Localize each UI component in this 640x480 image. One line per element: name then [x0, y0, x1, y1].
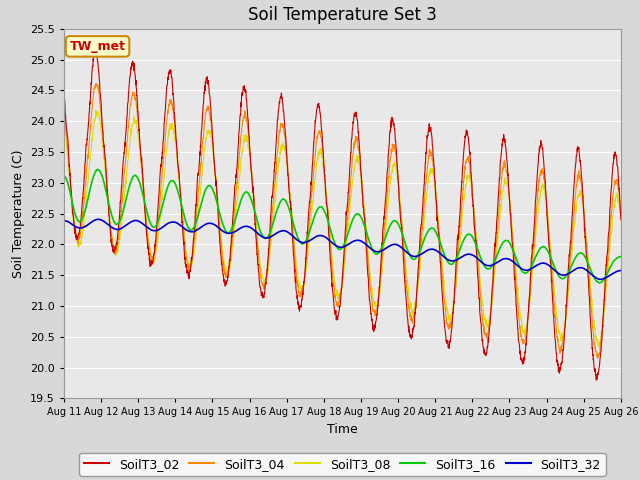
SoilT3_08 — [60, 118, 68, 123]
SoilT3_02 — [617, 217, 625, 223]
SoilT3_32 — [568, 269, 575, 275]
SoilT3_02 — [371, 326, 379, 332]
SoilT3_16 — [94, 167, 102, 172]
SoilT3_04 — [584, 255, 591, 261]
SoilT3_32 — [359, 239, 367, 245]
SoilT3_16 — [504, 239, 512, 244]
SoilT3_32 — [95, 216, 102, 222]
SoilT3_32 — [617, 268, 625, 274]
SoilT3_08 — [568, 252, 575, 257]
SoilT3_08 — [584, 245, 591, 251]
Line: SoilT3_32: SoilT3_32 — [64, 219, 621, 279]
SoilT3_02 — [60, 87, 68, 93]
SoilT3_08 — [371, 303, 379, 309]
SoilT3_02 — [593, 377, 601, 383]
X-axis label: Time: Time — [327, 423, 358, 436]
SoilT3_32 — [504, 256, 512, 262]
SoilT3_04 — [60, 103, 68, 109]
SoilT3_16 — [359, 218, 367, 224]
SoilT3_08 — [216, 216, 223, 222]
SoilT3_04 — [594, 356, 602, 361]
SoilT3_02 — [359, 193, 367, 199]
SoilT3_08 — [359, 190, 367, 195]
SoilT3_04 — [359, 189, 367, 195]
SoilT3_08 — [504, 189, 512, 195]
Line: SoilT3_02: SoilT3_02 — [64, 49, 621, 380]
SoilT3_16 — [584, 259, 591, 264]
SoilT3_04 — [568, 238, 575, 243]
SoilT3_16 — [216, 210, 223, 216]
Title: Soil Temperature Set 3: Soil Temperature Set 3 — [248, 6, 437, 24]
Text: TW_met: TW_met — [70, 40, 125, 53]
SoilT3_08 — [92, 107, 100, 113]
Y-axis label: Soil Temperature (C): Soil Temperature (C) — [12, 149, 24, 278]
SoilT3_04 — [371, 312, 379, 317]
SoilT3_32 — [216, 226, 223, 231]
SoilT3_16 — [371, 251, 379, 256]
Line: SoilT3_04: SoilT3_04 — [64, 84, 621, 359]
SoilT3_16 — [568, 262, 575, 268]
SoilT3_04 — [617, 211, 625, 217]
SoilT3_32 — [371, 248, 379, 254]
SoilT3_16 — [596, 280, 604, 286]
Line: SoilT3_16: SoilT3_16 — [64, 169, 621, 283]
Legend: SoilT3_02, SoilT3_04, SoilT3_08, SoilT3_16, SoilT3_32: SoilT3_02, SoilT3_04, SoilT3_08, SoilT3_… — [79, 453, 606, 476]
SoilT3_32 — [584, 268, 591, 274]
SoilT3_32 — [60, 218, 68, 224]
SoilT3_04 — [216, 220, 223, 226]
SoilT3_02 — [216, 232, 223, 238]
SoilT3_02 — [92, 46, 100, 52]
SoilT3_16 — [60, 174, 68, 180]
SoilT3_02 — [584, 260, 591, 266]
SoilT3_32 — [597, 276, 605, 282]
SoilT3_08 — [617, 210, 625, 216]
SoilT3_02 — [504, 180, 512, 186]
SoilT3_04 — [92, 81, 100, 86]
SoilT3_16 — [617, 254, 625, 260]
SoilT3_02 — [568, 220, 575, 226]
SoilT3_04 — [504, 182, 512, 188]
Line: SoilT3_08: SoilT3_08 — [64, 110, 621, 347]
SoilT3_08 — [596, 344, 604, 350]
